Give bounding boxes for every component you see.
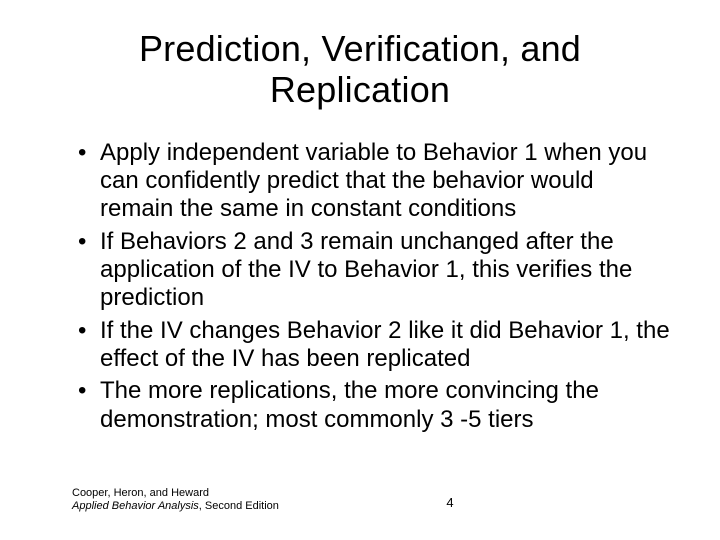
slide-title: Prediction, Verification, and Replicatio… [48, 28, 672, 111]
bullet-list: Apply independent variable to Behavior 1… [48, 139, 672, 434]
list-item: If Behaviors 2 and 3 remain unchanged af… [78, 228, 672, 313]
slide: Prediction, Verification, and Replicatio… [0, 0, 720, 540]
list-item: Apply independent variable to Behavior 1… [78, 139, 672, 224]
list-item: If the IV changes Behavior 2 like it did… [78, 317, 672, 374]
list-item: The more replications, the more convinci… [78, 377, 672, 434]
page-number: 4 [0, 495, 720, 510]
